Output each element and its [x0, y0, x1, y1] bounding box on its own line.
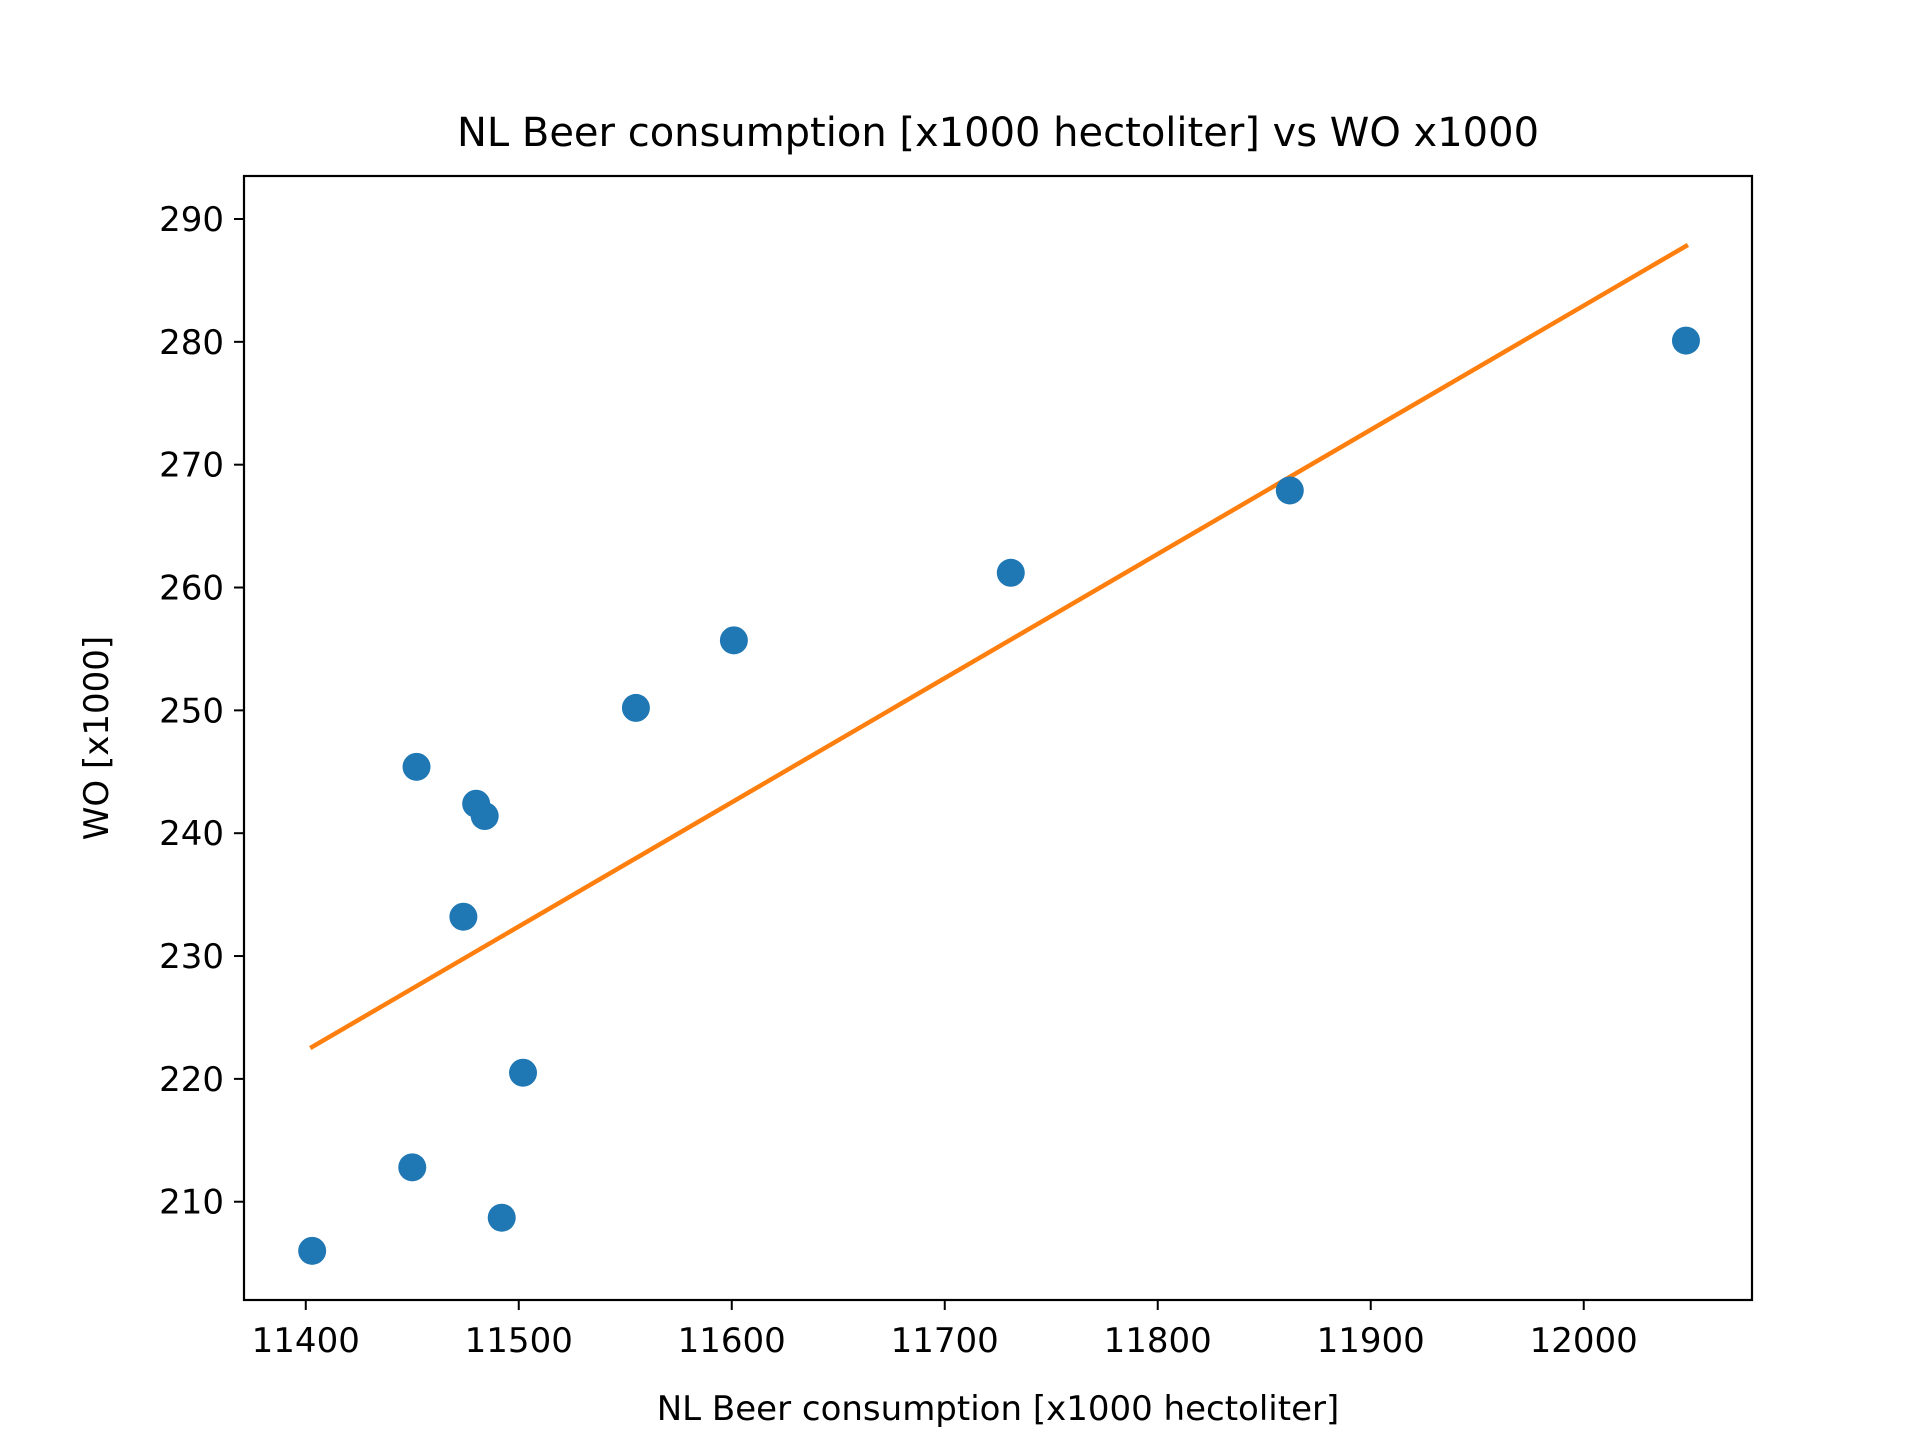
data-point [298, 1236, 327, 1265]
axes-frame [242, 174, 1754, 1302]
chart-title: NL Beer consumption [x1000 hectoliter] v… [457, 110, 1539, 156]
data-point [470, 802, 499, 831]
x-tick-label: 11900 [1317, 1321, 1425, 1361]
x-tick-label: 11800 [1104, 1321, 1212, 1361]
y-tick-label: 280 [159, 323, 224, 363]
data-point [719, 626, 748, 655]
y-tick-label: 250 [159, 691, 224, 731]
x-tick-label: 12000 [1530, 1321, 1638, 1361]
fit-line [309, 242, 1690, 1051]
x-tick-label: 11700 [891, 1321, 999, 1361]
data-point [996, 558, 1025, 587]
y-tick-label: 230 [159, 937, 224, 977]
x-tick-label: 11600 [678, 1321, 786, 1361]
y-tick-label: 240 [159, 814, 224, 854]
y-tick-label: 210 [159, 1183, 224, 1223]
plot-area: 11400 11500 11600 11700 11800 11900 12000 210 22… [159, 174, 1754, 1361]
y-tick-label: 220 [159, 1060, 224, 1100]
y-tick-label: 270 [159, 446, 224, 486]
data-point [509, 1058, 538, 1087]
y-tick-label: 290 [159, 200, 224, 240]
data-point [1671, 326, 1700, 355]
y-tick-label: 260 [159, 569, 224, 609]
x-axis-label: NL Beer consumption [x1000 hectoliter] [657, 1389, 1339, 1429]
data-point [449, 902, 478, 931]
x-tick-label: 11400 [252, 1321, 360, 1361]
x-tick-label: 11500 [465, 1321, 573, 1361]
data-point [487, 1203, 516, 1232]
data-point [402, 752, 431, 781]
data-point [1275, 476, 1304, 505]
data-point [621, 693, 650, 722]
y-axis-label: WO [x1000] [77, 636, 117, 840]
data-point [398, 1153, 427, 1182]
